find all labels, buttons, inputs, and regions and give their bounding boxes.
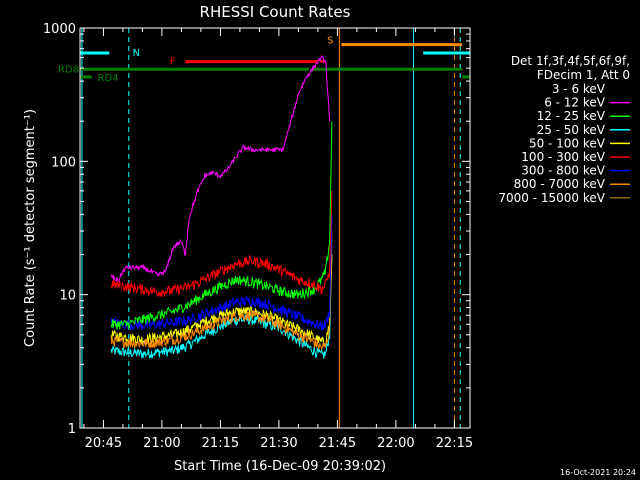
legend-label: 50 - 100 keV	[529, 136, 606, 150]
legend-label: 25 - 50 keV	[537, 123, 606, 137]
flare-label: F	[170, 57, 176, 68]
y-tick-label: 10	[59, 289, 76, 304]
plot-frame	[79, 27, 471, 429]
axes-layer: 1 10 100 1000 20:45 21:00 21:15 21:30 21:45 22:00…	[43, 22, 473, 451]
y-axis-label: Count Rate (s⁻¹ detector segment⁻¹)	[23, 109, 38, 347]
timestamp: 16-Oct-2021 20:24	[560, 468, 636, 477]
legend-label: 800 - 7000 keV	[514, 177, 606, 191]
x-tick-label: 22:00	[377, 436, 414, 451]
x-tick-label: 21:45	[319, 436, 356, 451]
series-line-2	[110, 121, 333, 330]
legend-header: Det 1f,3f,4f,5f,6f,9f,	[511, 54, 630, 68]
x-tick-label: 21:00	[143, 436, 180, 451]
x-axis-label: Start Time (16-Dec-09 20:39:02)	[174, 459, 386, 474]
series-layer	[110, 55, 333, 359]
rd8-label: RD8	[58, 64, 79, 75]
y-tick-label: 100	[51, 155, 76, 170]
x-tick-label: 21:15	[202, 436, 239, 451]
legend-header: FDecim 1, Att 0	[537, 68, 630, 82]
y-tick-label: 1000	[43, 22, 76, 37]
series-line-6	[110, 214, 333, 331]
legend-label: 300 - 800 keV	[521, 164, 605, 178]
y-tick-label: 1	[68, 422, 76, 437]
legend-label: 12 - 25 keV	[537, 109, 606, 123]
legend-label: 100 - 300 keV	[521, 150, 605, 164]
chart-title: RHESSI Count Rates	[200, 3, 351, 21]
x-tick-label: 22:15	[436, 436, 473, 451]
series-line-5	[110, 190, 333, 298]
rd4-label: RD4	[98, 73, 119, 84]
legend: Det 1f,3f,4f,5f,6f,9f,FDecim 1, Att 03 -…	[498, 54, 630, 205]
legend-label: 6 - 12 keV	[544, 96, 606, 110]
annotation-layer: N F S RD8 RD4	[58, 28, 470, 428]
legend-label: 3 - 6 keV	[552, 82, 606, 96]
x-tick-label: 21:30	[260, 436, 297, 451]
x-tick-label: 20:45	[85, 436, 122, 451]
series-line-7	[110, 231, 333, 351]
n-label: N	[133, 48, 140, 59]
legend-label: 7000 - 15000 keV	[498, 191, 605, 205]
series-line-4	[110, 254, 333, 347]
saa-label: S	[327, 36, 333, 47]
series-line-1	[110, 55, 331, 283]
